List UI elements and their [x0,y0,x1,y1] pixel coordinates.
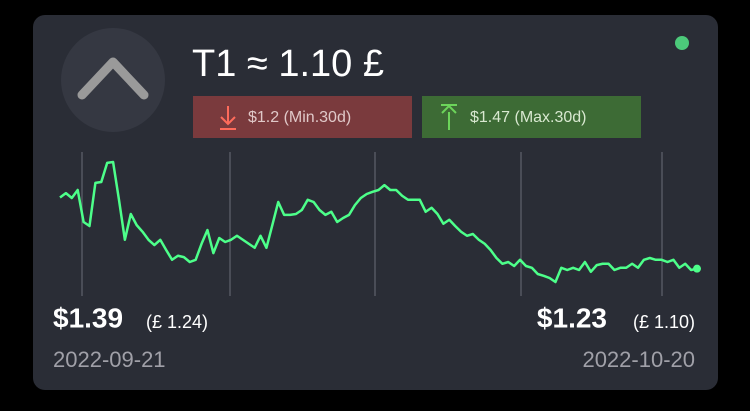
max-label: $1.47 (Max.30d) [470,109,587,126]
title: T1 ≈ 1.10 £ [192,43,384,85]
chevron-icon [77,57,149,100]
end-date: 2022-10-20 [582,347,695,372]
status-dot [675,36,689,50]
end-price: $1.23 [537,302,607,333]
start-price: $1.39 [53,302,123,333]
min-badge [193,96,412,138]
max-badge [422,96,641,138]
grid [81,152,663,296]
price-line [59,160,698,284]
start-alt-price: (£ 1.24) [146,312,208,332]
last-point [693,264,701,273]
icon-circle [61,28,165,132]
start-date: 2022-09-21 [53,347,166,372]
min-label: $1.2 (Min.30d) [248,109,351,126]
up-icon [441,104,457,130]
down-icon [220,106,236,130]
end-alt-price: (£ 1.10) [633,312,695,332]
